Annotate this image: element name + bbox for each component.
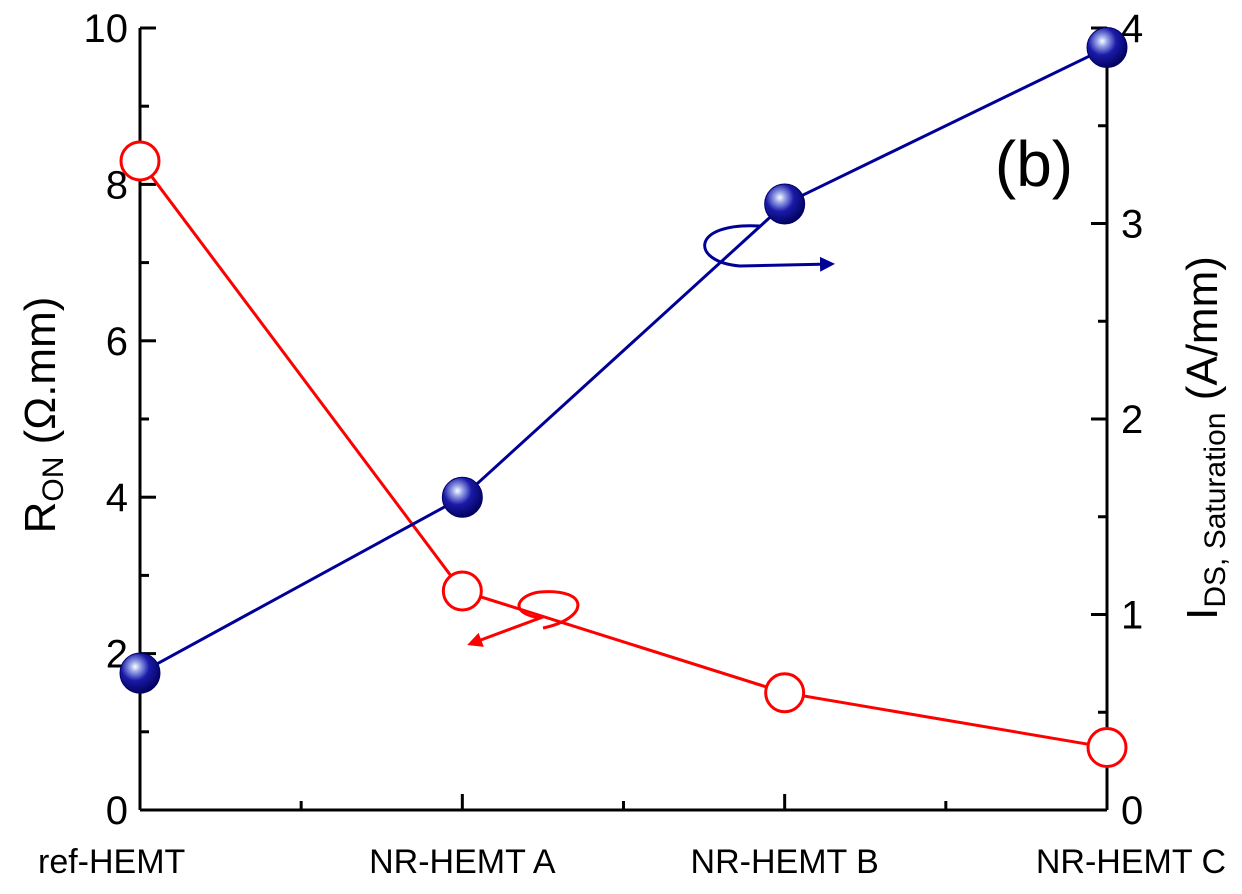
ids-data-point [119,652,161,694]
left-tick-label: 0 [106,789,128,833]
ids-series-line [139,46,1108,675]
right-tick-label: 0 [1121,789,1143,833]
left-axis-arrow [467,590,580,647]
panel-label: (b) [995,128,1073,200]
x-category-label: ref-HEMT [38,843,185,881]
ron-data-point [119,140,161,182]
left-axis-title: RON (Ω.mm) [16,297,70,534]
ron-data-point [1086,726,1128,768]
ids-data-point [441,476,483,518]
right-tick-label: 2 [1121,398,1143,442]
ron-data-point [441,570,483,612]
ron-series-line [138,160,1108,749]
left-tick-label: 10 [84,7,129,51]
x-category-label: NR-HEMT C [1036,843,1226,881]
x-category-label: NR-HEMT B [691,843,879,881]
ron-data-point [764,672,806,714]
left-tick-label: 4 [106,476,128,520]
left-tick-label: 6 [106,320,128,364]
ids-data-point [764,183,806,225]
right-axis-title: IDS, Saturation (A/mm) [1178,256,1232,620]
left-tick-label: 8 [106,163,128,207]
right-tick-label: 4 [1121,7,1143,51]
right-tick-label: 1 [1121,594,1143,638]
x-category-label: NR-HEMT A [369,843,556,881]
ids-data-point [1086,27,1128,69]
right-tick-label: 3 [1121,203,1143,247]
series-layer [119,27,1128,768]
right-axis-arrow [703,224,835,272]
